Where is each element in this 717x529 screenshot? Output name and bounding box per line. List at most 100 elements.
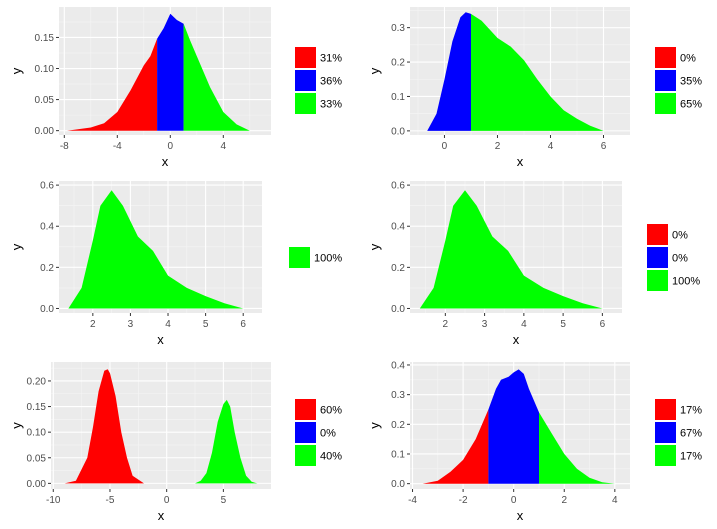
- legend: 100%: [289, 247, 342, 268]
- chart-panel-4: 2 3 4 5 6 0.0 0.2 0.4 0.6 x y 0% 0% 100%: [367, 181, 700, 347]
- density-region-right: [419, 190, 603, 309]
- y-axis-title: y: [9, 243, 24, 250]
- density-region-middle: [157, 13, 184, 131]
- density-region-left: [64, 369, 156, 484]
- legend-label: 60%: [320, 405, 342, 417]
- density-region-right: [183, 23, 250, 131]
- x-axis-title: x: [517, 508, 524, 523]
- y-tick-label: 0.6: [391, 181, 405, 192]
- legend-label: 33%: [320, 99, 342, 111]
- legend-label: 0%: [672, 230, 688, 242]
- x-tick-label: -4: [408, 495, 417, 506]
- x-tick-label: 6: [601, 141, 607, 152]
- y-tick-label: 0.4: [40, 222, 54, 233]
- y-tick-label: 0.2: [391, 58, 405, 69]
- x-axis-title: x: [162, 154, 169, 169]
- x-axis-title: x: [157, 332, 164, 347]
- y-tick-label: 0.1: [391, 449, 405, 460]
- legend-key: [655, 445, 676, 466]
- y-axis-title: y: [367, 243, 382, 250]
- y-tick-label: 0.15: [35, 33, 55, 44]
- x-tick-label: 3: [128, 319, 134, 330]
- y-tick-label: 0.0: [40, 304, 54, 315]
- y-tick-label: 0.0: [391, 126, 405, 137]
- chart-panel-2: 0 2 4 6 0.0 0.1 0.2 0.3 x y 0% 35% 65%: [367, 7, 702, 169]
- legend-label: 100%: [314, 253, 342, 265]
- y-tick-label: 0.00: [35, 126, 55, 137]
- chart-panel-1: -8 -4 0 4 0.00 0.05 0.10 0.15 x y 31% 36% 33%: [9, 7, 342, 169]
- y-tick-label: 0.3: [391, 390, 405, 401]
- density-region-middle: [488, 369, 539, 484]
- x-tick-label: -5: [106, 495, 115, 506]
- x-tick-label: 4: [612, 495, 618, 506]
- x-tick-label: 6: [600, 319, 606, 330]
- y-axis-title: y: [367, 67, 382, 74]
- x-tick-label: -8: [60, 141, 69, 152]
- density-region-left: [67, 38, 158, 131]
- x-tick-label: 2: [561, 495, 567, 506]
- x-tick-label: 2: [90, 319, 96, 330]
- legend-key: [655, 422, 676, 443]
- x-tick-label: 4: [221, 141, 227, 152]
- x-tick-label: 4: [548, 141, 554, 152]
- legend-label: 17%: [680, 405, 702, 417]
- legend-key: [295, 70, 316, 91]
- legend-label: 36%: [320, 76, 342, 88]
- x-tick-label: 4: [165, 319, 171, 330]
- chart-panel-3: 2 3 4 5 6 0.0 0.2 0.4 0.6 x y 100%: [9, 181, 342, 347]
- legend-label: 31%: [320, 53, 342, 65]
- chart-panel-5: -10 -5 0 5 0.00 0.05 0.10 0.15 0.20 x y 60% 0% 40%: [9, 362, 342, 523]
- y-tick-label: 0.0: [391, 304, 405, 315]
- legend-key: [647, 270, 668, 291]
- x-tick-label: 0: [511, 495, 517, 506]
- legend: 60% 0% 40%: [295, 399, 342, 466]
- legend-label: 100%: [672, 276, 700, 288]
- legend-key: [295, 445, 316, 466]
- x-axis-title: x: [513, 332, 520, 347]
- legend-key: [295, 93, 316, 114]
- x-tick-label: 5: [203, 319, 209, 330]
- y-axis-title: y: [9, 67, 24, 74]
- y-tick-label: 0.1: [391, 92, 405, 103]
- density-region-right: [539, 412, 615, 484]
- y-tick-label: 0.05: [35, 95, 55, 106]
- legend-key: [289, 247, 310, 268]
- x-tick-label: 5: [560, 319, 566, 330]
- legend-key: [655, 399, 676, 420]
- y-tick-label: 0.3: [391, 23, 405, 34]
- legend-key: [655, 70, 676, 91]
- y-tick-label: 0.20: [27, 376, 47, 387]
- x-axis-title: x: [517, 154, 524, 169]
- legend-key: [295, 47, 316, 68]
- legend-key: [655, 93, 676, 114]
- y-tick-label: 0.2: [40, 263, 54, 274]
- y-tick-label: 0.05: [27, 453, 47, 464]
- density-region-right: [471, 13, 604, 131]
- y-tick-label: 0.2: [391, 263, 405, 274]
- density-region-left: [422, 409, 489, 484]
- y-tick-label: 0.15: [27, 402, 47, 413]
- x-tick-label: 0: [168, 141, 174, 152]
- x-tick-label: 2: [495, 141, 501, 152]
- legend: 0% 35% 65%: [655, 47, 702, 114]
- density-region-right: [68, 190, 244, 309]
- y-axis-title: y: [367, 422, 382, 429]
- legend-key: [647, 247, 668, 268]
- y-tick-label: 0.6: [40, 181, 54, 192]
- legend: 17% 67% 17%: [655, 399, 702, 466]
- y-tick-label: 0.2: [391, 420, 405, 431]
- x-tick-label: 0: [164, 495, 170, 506]
- y-tick-label: 0.00: [27, 479, 47, 490]
- x-tick-label: 0: [442, 141, 448, 152]
- legend-label: 35%: [680, 76, 702, 88]
- legend-label: 17%: [680, 451, 702, 463]
- legend-label: 0%: [680, 53, 696, 65]
- y-tick-label: 0.0: [391, 479, 405, 490]
- y-axis-title: y: [9, 422, 24, 429]
- legend-label: 65%: [680, 99, 702, 111]
- legend: 31% 36% 33%: [295, 47, 342, 114]
- x-axis-title: x: [158, 508, 165, 523]
- x-tick-label: 4: [521, 319, 527, 330]
- legend-key: [655, 47, 676, 68]
